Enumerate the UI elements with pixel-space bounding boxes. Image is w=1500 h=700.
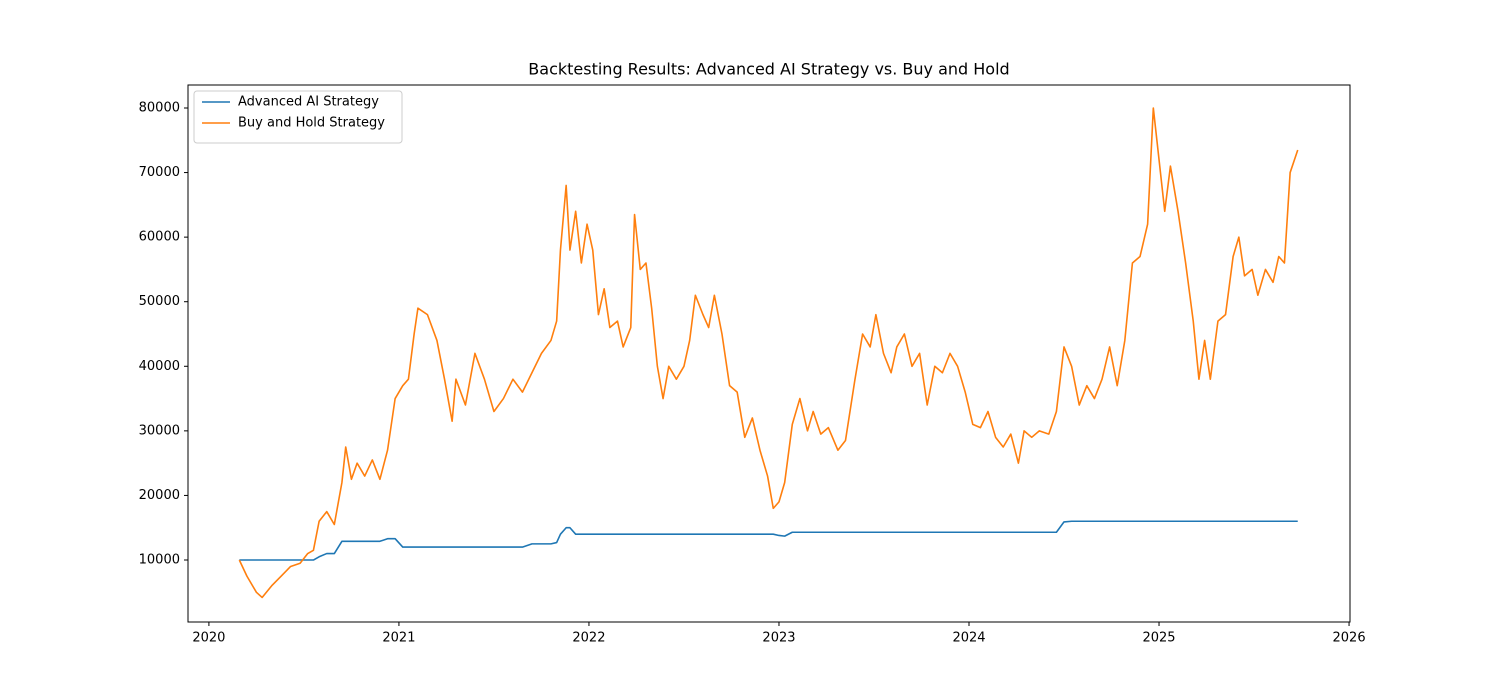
y-tick-label: 70000 xyxy=(139,165,180,180)
x-tick-label: 2026 xyxy=(1333,631,1366,646)
legend-box xyxy=(193,90,403,144)
legend: Advanced AI Strategy Buy and Hold Strateg… xyxy=(193,90,403,144)
y-tick-label: 10000 xyxy=(139,553,180,568)
y-tick-label: 40000 xyxy=(139,359,180,374)
x-tick-label: 2025 xyxy=(1142,631,1175,646)
x-tick-label: 2021 xyxy=(382,631,415,646)
plot-frame xyxy=(187,84,1351,623)
series-line xyxy=(238,107,1299,599)
x-tick-label: 2020 xyxy=(192,631,225,646)
y-tick-label: 60000 xyxy=(139,230,180,245)
legend-label: Buy and Hold Strategy xyxy=(238,116,385,131)
series-line xyxy=(239,520,1298,561)
x-tick-label: 2024 xyxy=(952,631,985,646)
y-tick-label: 30000 xyxy=(139,423,180,438)
y-tick-label: 50000 xyxy=(139,294,180,309)
x-tick-label: 2022 xyxy=(572,631,605,646)
y-tick-label: 80000 xyxy=(139,100,180,115)
y-tick-label: 20000 xyxy=(139,488,180,503)
x-tick-label: 2023 xyxy=(762,631,795,646)
chart-title: Backtesting Results: Advanced AI Strateg… xyxy=(528,60,1009,79)
legend-label: Advanced AI Strategy xyxy=(238,95,379,110)
